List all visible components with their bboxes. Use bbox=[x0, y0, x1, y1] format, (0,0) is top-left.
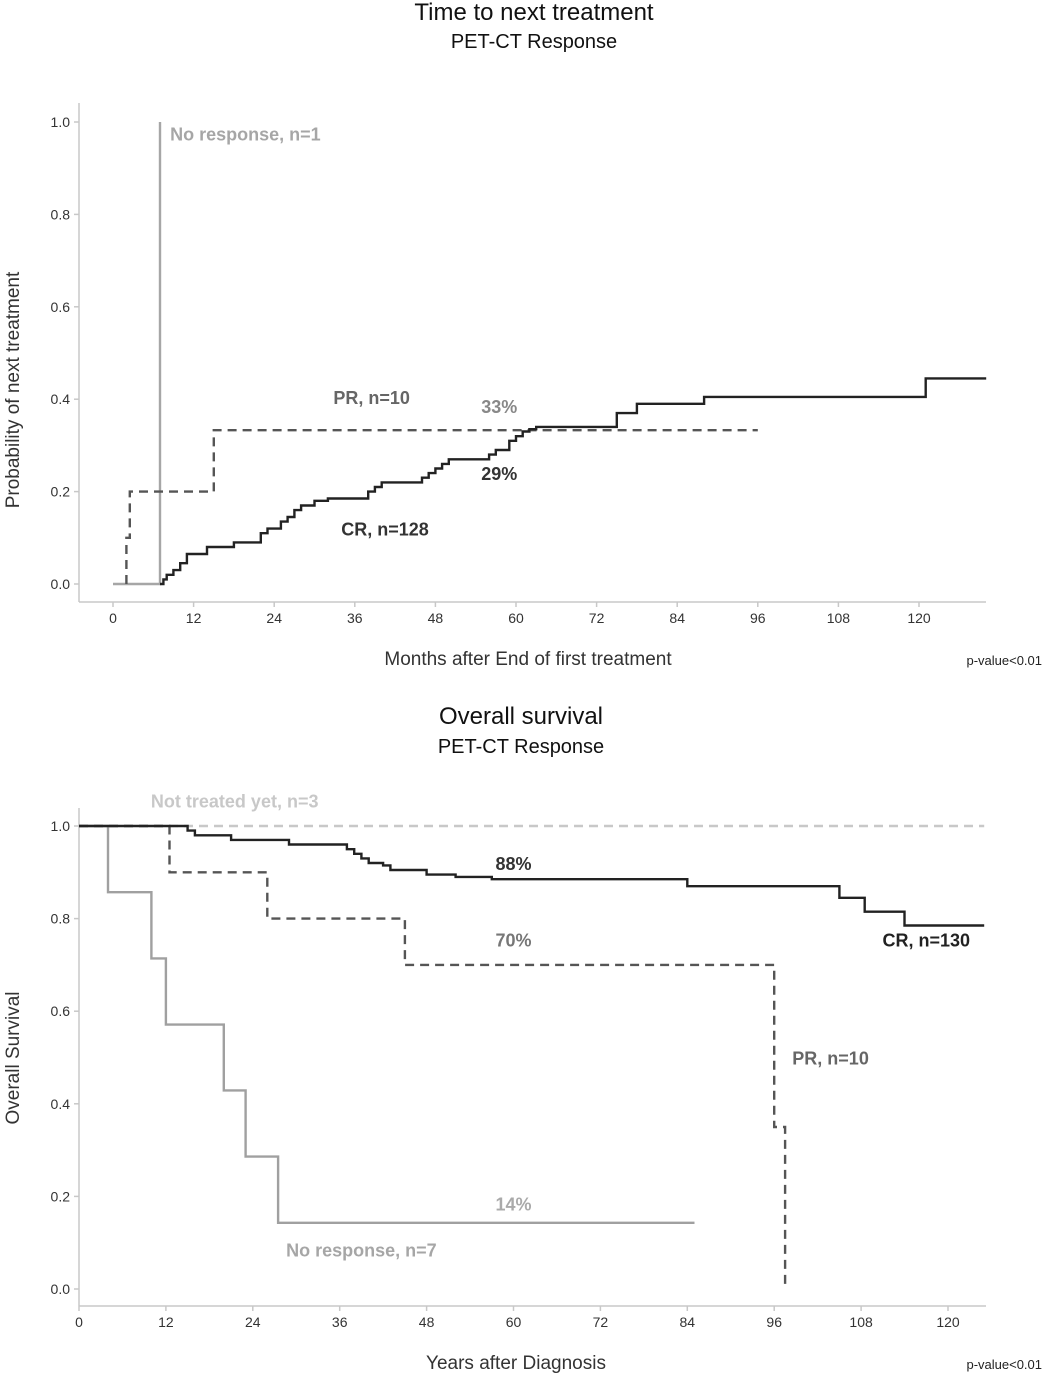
y-tick-label: 1.0 bbox=[51, 114, 71, 130]
x-tick-label: 96 bbox=[750, 610, 766, 626]
y-ticks: 0.0 0.2 0.4 0.6 0.8 1.0 bbox=[51, 818, 79, 1297]
y-tick-label: 0.8 bbox=[51, 911, 71, 927]
annotation-label: PR, n=10 bbox=[333, 388, 410, 408]
p-value-footnote: p-value<0.01 bbox=[966, 1357, 1042, 1372]
annotation-label: 88% bbox=[495, 854, 531, 874]
annotation-label: CR, n=128 bbox=[341, 519, 429, 539]
x-axis-label: Months after End of first treatment bbox=[384, 649, 672, 670]
series-group bbox=[79, 824, 985, 1289]
x-axis-label: Years after Diagnosis bbox=[426, 1353, 606, 1374]
x-tick-label: 48 bbox=[428, 610, 444, 626]
x-tick-label: 0 bbox=[75, 1314, 83, 1330]
y-tick-label: 0.2 bbox=[51, 484, 71, 500]
y-ticks: 0.0 0.2 0.4 0.6 0.8 1.0 bbox=[51, 114, 79, 592]
x-tick-label: 120 bbox=[936, 1314, 960, 1330]
x-tick-label: 84 bbox=[680, 1314, 696, 1330]
y-tick-label: 0.6 bbox=[51, 299, 71, 315]
x-tick-label: 96 bbox=[766, 1314, 782, 1330]
y-tick-label: 0.4 bbox=[51, 1096, 71, 1112]
y-axis-label: Overall Survival bbox=[3, 991, 24, 1124]
series-line-pr bbox=[79, 824, 787, 1289]
y-tick-label: 0.8 bbox=[51, 206, 71, 222]
x-tick-label: 12 bbox=[158, 1314, 174, 1330]
annotation-label: 14% bbox=[495, 1194, 531, 1214]
series-line-cr bbox=[160, 377, 987, 586]
x-tick-label: 120 bbox=[907, 610, 931, 626]
x-tick-label: 60 bbox=[508, 610, 524, 626]
y-axis-label: Probability of next treatment bbox=[3, 271, 24, 508]
series-group bbox=[113, 122, 987, 586]
annotation-label: PR, n=10 bbox=[792, 1048, 869, 1068]
x-tick-label: 108 bbox=[849, 1314, 873, 1330]
y-tick-label: 1.0 bbox=[51, 818, 71, 834]
x-tick-label: 12 bbox=[186, 610, 202, 626]
x-tick-label: 108 bbox=[827, 610, 851, 626]
x-tick-label: 84 bbox=[669, 610, 685, 626]
annotation-label: 70% bbox=[495, 930, 531, 950]
x-ticks: 0 12 24 36 48 60 72 84 96 108 120 bbox=[75, 1306, 960, 1330]
annotation-label: Not treated yet, n=3 bbox=[151, 791, 319, 811]
y-tick-label: 0.6 bbox=[51, 1003, 71, 1019]
series-line-cr bbox=[79, 824, 985, 927]
annotation-label: 33% bbox=[481, 397, 517, 417]
y-tick-label: 0.0 bbox=[51, 1281, 71, 1297]
chart-subtitle: PET-CT Response bbox=[438, 736, 604, 758]
annotation-label: CR, n=130 bbox=[883, 930, 971, 950]
y-tick-label: 0.2 bbox=[51, 1188, 71, 1204]
annotations-group: No response, n=1 PR, n=10 33% 29% CR, n=128 bbox=[170, 124, 517, 539]
x-tick-label: 24 bbox=[266, 610, 282, 626]
x-tick-label: 48 bbox=[419, 1314, 435, 1330]
chart-title: Time to next treatment bbox=[414, 0, 654, 26]
x-ticks: 0 12 24 36 48 60 72 84 96 108 120 bbox=[109, 602, 931, 626]
annotations-group: Not treated yet, n=3 88% 70% CR, n=130 PR, n… bbox=[151, 791, 970, 1260]
chart-subtitle: PET-CT Response bbox=[451, 31, 617, 53]
x-tick-label: 24 bbox=[245, 1314, 261, 1330]
p-value-footnote: p-value<0.01 bbox=[966, 653, 1042, 668]
x-tick-label: 36 bbox=[332, 1314, 348, 1330]
x-tick-label: 0 bbox=[109, 610, 117, 626]
x-tick-label: 72 bbox=[589, 610, 605, 626]
x-tick-label: 36 bbox=[347, 610, 363, 626]
x-tick-label: 72 bbox=[593, 1314, 609, 1330]
annotation-label: No response, n=7 bbox=[286, 1241, 437, 1261]
series-line-no-response bbox=[113, 122, 162, 586]
annotation-label: No response, n=1 bbox=[170, 124, 321, 144]
x-tick-label: 60 bbox=[506, 1314, 522, 1330]
chart-overall-survival: Overall survival PET-CT Response 0.00.20… bbox=[3, 703, 1042, 1374]
y-tick-label: 0.4 bbox=[51, 391, 71, 407]
y-tick-label: 0.0 bbox=[51, 576, 71, 592]
series-line-no-response bbox=[79, 824, 695, 1225]
series-line-pr bbox=[125, 429, 758, 584]
annotation-label: 29% bbox=[481, 464, 517, 484]
chart-title: Overall survival bbox=[439, 703, 603, 730]
chart-time-to-next-treatment: Time to next treatment PET-CT Response 0… bbox=[3, 0, 1042, 670]
